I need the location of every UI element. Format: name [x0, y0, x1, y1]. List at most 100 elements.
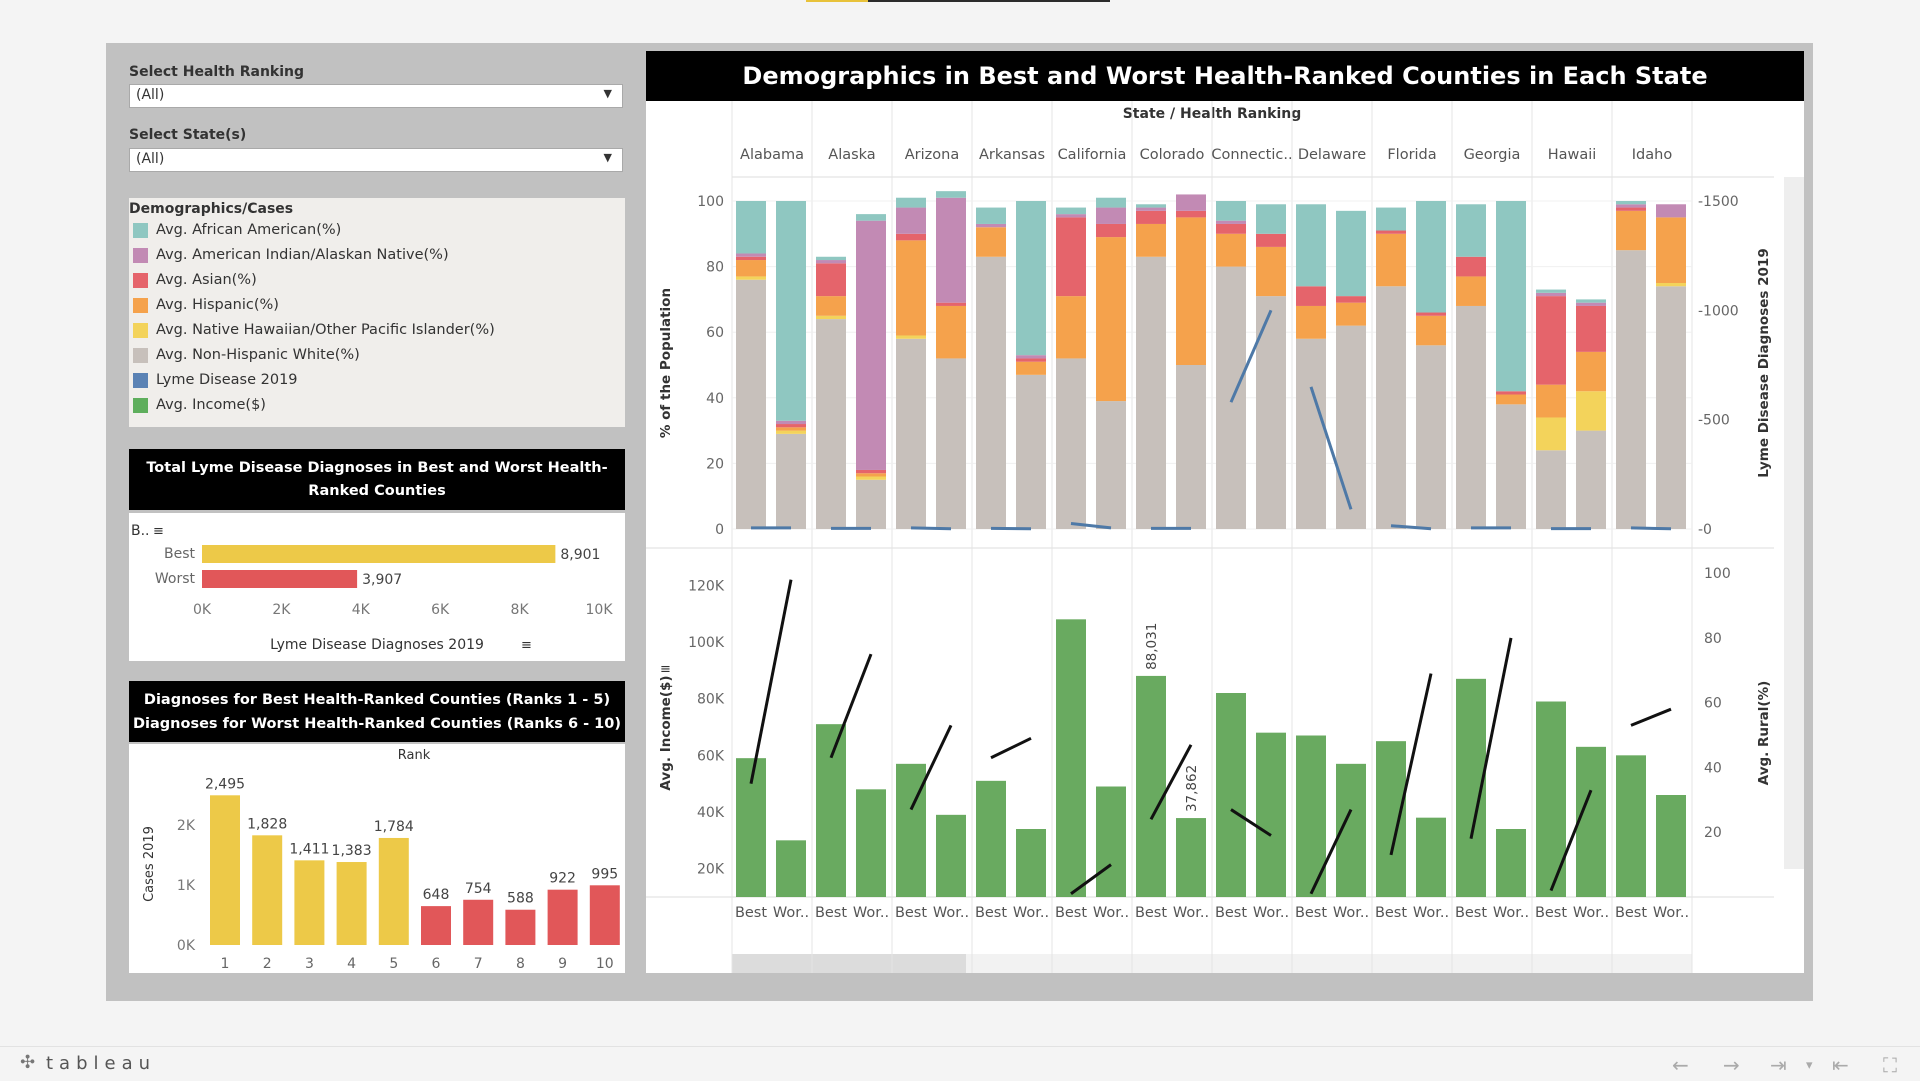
income-bar[interactable] [1656, 795, 1686, 897]
demographic-segment[interactable] [1416, 313, 1446, 316]
income-bar[interactable] [1056, 619, 1086, 897]
demographic-segment[interactable] [1536, 296, 1566, 385]
demographic-segment[interactable] [1096, 198, 1126, 208]
rank-bar[interactable] [294, 860, 324, 945]
demographic-segment[interactable] [1216, 221, 1246, 224]
income-bar[interactable] [1176, 818, 1206, 897]
demographic-segment[interactable] [1456, 257, 1486, 277]
state-header[interactable]: Hawaii [1548, 147, 1597, 163]
rural-line[interactable] [991, 738, 1031, 757]
demographic-segment[interactable] [1336, 211, 1366, 296]
demographic-segment[interactable] [976, 227, 1006, 257]
demographic-segment[interactable] [816, 316, 846, 319]
demographic-segment[interactable] [1016, 358, 1046, 361]
demographic-segment[interactable] [1136, 211, 1166, 224]
demographic-segment[interactable] [816, 257, 846, 260]
state-header[interactable]: Colorado [1140, 147, 1205, 163]
rank-bar[interactable] [337, 862, 367, 945]
state-header[interactable]: Arkansas [979, 147, 1045, 163]
demographic-segment[interactable] [1416, 345, 1446, 529]
demographic-segment[interactable] [1176, 217, 1206, 365]
revert-icon[interactable]: ⇥ [1770, 1053, 1787, 1077]
rank-bar[interactable] [463, 900, 493, 945]
demographic-segment[interactable] [1136, 224, 1166, 257]
demographic-segment[interactable] [1576, 431, 1606, 529]
demographic-segment[interactable] [936, 358, 966, 529]
demographic-segment[interactable] [936, 191, 966, 198]
demographic-segment[interactable] [1616, 201, 1646, 204]
income-bar[interactable] [1376, 741, 1406, 897]
demographic-segment[interactable] [1296, 286, 1326, 306]
rank-bar[interactable] [252, 835, 282, 945]
demographic-segment[interactable] [1576, 352, 1606, 391]
demographic-segment[interactable] [1376, 286, 1406, 529]
demographic-segment[interactable] [776, 201, 806, 421]
rank-bar[interactable] [505, 910, 535, 945]
totals-bar[interactable] [202, 570, 357, 588]
demographic-segment[interactable] [936, 303, 966, 306]
income-bar[interactable] [1136, 676, 1166, 897]
income-bar[interactable] [776, 840, 806, 897]
health-ranking-select[interactable]: (All) ▼ [129, 84, 623, 108]
demographic-segment[interactable] [1336, 303, 1366, 326]
vertical-scrollbar[interactable] [1784, 177, 1804, 869]
reset-icon[interactable]: ⇤ [1832, 1053, 1849, 1077]
legend-item[interactable]: Lyme Disease 2019 [133, 370, 298, 390]
demographic-segment[interactable] [1536, 450, 1566, 529]
demographic-segment[interactable] [1416, 201, 1446, 313]
demographic-segment[interactable] [1096, 224, 1126, 237]
demographic-segment[interactable] [896, 335, 926, 338]
income-bar[interactable] [816, 724, 846, 897]
legend-item[interactable]: Avg. American Indian/Alaskan Native(%) [133, 245, 449, 265]
demographic-segment[interactable] [1496, 391, 1526, 394]
income-bar[interactable] [1216, 693, 1246, 897]
demographic-segment[interactable] [1376, 208, 1406, 231]
demographic-segment[interactable] [1256, 247, 1286, 296]
demographic-segment[interactable] [1016, 355, 1046, 358]
demographic-segment[interactable] [1296, 204, 1326, 286]
demographic-segment[interactable] [776, 421, 806, 424]
demographic-segment[interactable] [1656, 217, 1686, 283]
chevron-down-icon[interactable]: ▼ [604, 87, 612, 100]
demographic-segment[interactable] [1576, 306, 1606, 352]
demographic-segment[interactable] [1456, 306, 1486, 529]
demographic-segment[interactable] [1536, 417, 1566, 450]
demographic-segment[interactable] [736, 257, 766, 260]
income-bar[interactable] [936, 815, 966, 897]
legend-item[interactable]: Avg. Asian(%) [133, 270, 257, 290]
demographic-segment[interactable] [976, 257, 1006, 529]
demographic-segment[interactable] [1416, 316, 1446, 346]
rural-line[interactable] [751, 580, 791, 784]
demographic-segment[interactable] [1136, 208, 1166, 211]
demographic-segment[interactable] [1256, 204, 1286, 234]
legend-item[interactable]: Avg. Income($) [133, 395, 266, 415]
income-bar[interactable] [1096, 787, 1126, 898]
demographic-segment[interactable] [1216, 201, 1246, 221]
demographic-segment[interactable] [1336, 326, 1366, 529]
demographic-segment[interactable] [856, 214, 886, 221]
income-bar[interactable] [976, 781, 1006, 897]
demographic-segment[interactable] [1656, 204, 1686, 217]
demographic-segment[interactable] [1136, 204, 1166, 207]
demographic-segment[interactable] [1576, 299, 1606, 302]
state-select[interactable]: (All) ▼ [129, 148, 623, 172]
demographic-segment[interactable] [856, 480, 886, 529]
demographic-segment[interactable] [816, 319, 846, 529]
demographic-segment[interactable] [1256, 234, 1286, 247]
demographic-segment[interactable] [856, 477, 886, 480]
state-header[interactable]: Alaska [828, 147, 875, 163]
demographic-segment[interactable] [976, 208, 1006, 224]
income-bar[interactable] [856, 789, 886, 897]
demographic-segment[interactable] [1176, 365, 1206, 529]
demographic-segment[interactable] [776, 424, 806, 427]
fullscreen-icon[interactable]: ⛶ [1883, 1053, 1897, 1077]
horizontal-scroll-thumb[interactable] [732, 954, 966, 973]
demographic-segment[interactable] [856, 470, 886, 473]
state-header[interactable]: Delaware [1298, 147, 1366, 163]
demographic-segment[interactable] [856, 221, 886, 470]
legend-item[interactable]: Avg. Hispanic(%) [133, 295, 279, 315]
demographic-segment[interactable] [1016, 201, 1046, 355]
demographic-segment[interactable] [1456, 204, 1486, 256]
demographic-segment[interactable] [1536, 290, 1566, 293]
demographic-segment[interactable] [1056, 217, 1086, 296]
